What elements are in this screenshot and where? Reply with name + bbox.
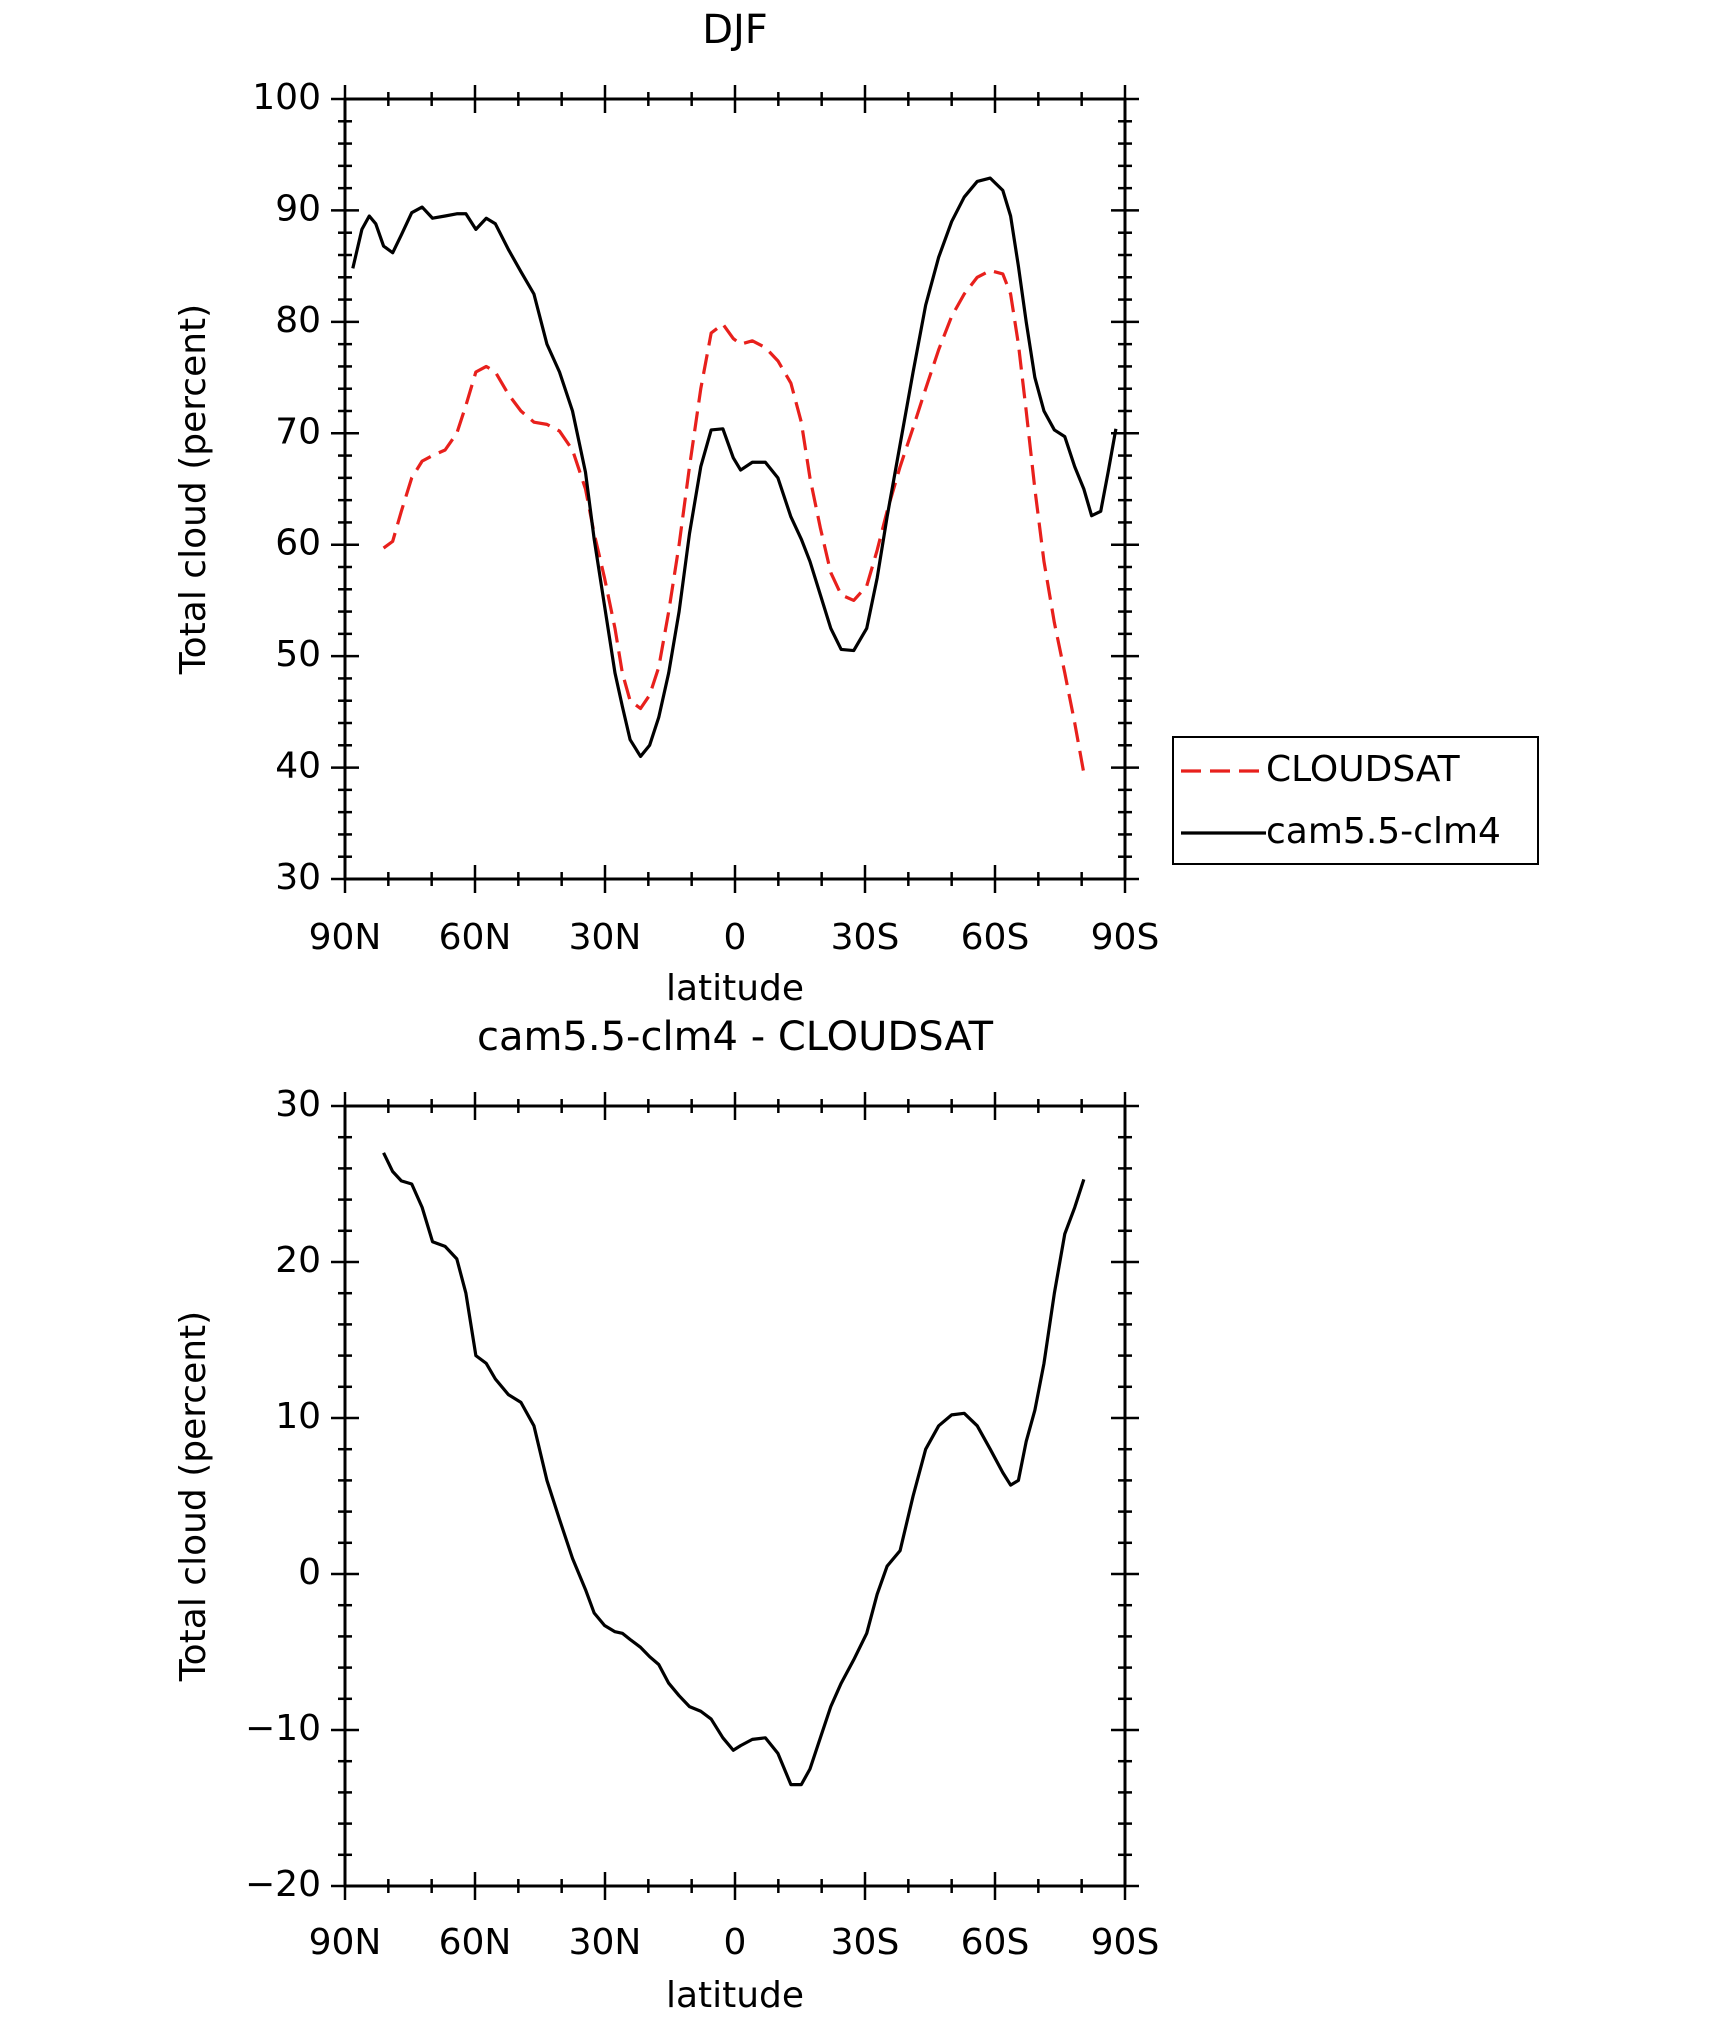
y-tick-label: 0: [298, 1552, 321, 1593]
y-axis-label: Total cloud (percent): [173, 1311, 214, 1682]
plot-frame: [343, 1104, 1127, 1888]
x-axis-label: latitude: [666, 968, 804, 1009]
y-tick-label: 40: [275, 746, 321, 787]
chart-title: cam5.5-clm4 - CLOUDSAT: [477, 1014, 994, 1060]
x-tick-label: 30N: [569, 1922, 642, 1963]
y-tick-label: 30: [275, 1084, 321, 1125]
x-tick-label: 0: [724, 917, 747, 958]
x-tick-label: 90N: [309, 917, 382, 958]
y-tick-label: 90: [275, 188, 321, 229]
x-tick-label: 60S: [961, 917, 1030, 958]
y-tick-label: 20: [275, 1240, 321, 1281]
x-tick-label: 30N: [569, 917, 642, 958]
x-tick-label: 90S: [1091, 917, 1160, 958]
legend-label: cam5.5-clm4: [1266, 811, 1501, 852]
x-tick-label: 30S: [831, 917, 900, 958]
chart-title: DJF: [702, 7, 768, 53]
y-tick-label: 50: [275, 634, 321, 675]
x-tick-label: 0: [724, 1922, 747, 1963]
x-tick-label: 90S: [1091, 1922, 1160, 1963]
x-tick-label: 60S: [961, 1922, 1030, 1963]
y-tick-label: 30: [275, 857, 321, 898]
legend-box: [1172, 736, 1539, 865]
y-tick-label: 70: [275, 411, 321, 452]
data-line: [351, 176, 1118, 759]
x-axis-label: latitude: [666, 1975, 804, 2016]
plot-frame: [343, 97, 1127, 881]
y-tick-label: 100: [252, 77, 321, 118]
y-tick-label: 60: [275, 523, 321, 564]
x-tick-label: 30S: [831, 1922, 900, 1963]
y-tick-label: −20: [245, 1864, 321, 1905]
y-axis-label: Total cloud (percent): [173, 304, 214, 675]
x-tick-label: 90N: [309, 1922, 382, 1963]
x-tick-label: 60N: [439, 1922, 512, 1963]
legend-label: CLOUDSAT: [1266, 749, 1461, 790]
data-line: [382, 1152, 1086, 1787]
y-tick-label: 10: [275, 1396, 321, 1437]
x-tick-label: 60N: [439, 917, 512, 958]
data-line: [382, 269, 1086, 774]
y-tick-label: 80: [275, 300, 321, 341]
y-tick-label: −10: [245, 1708, 321, 1749]
